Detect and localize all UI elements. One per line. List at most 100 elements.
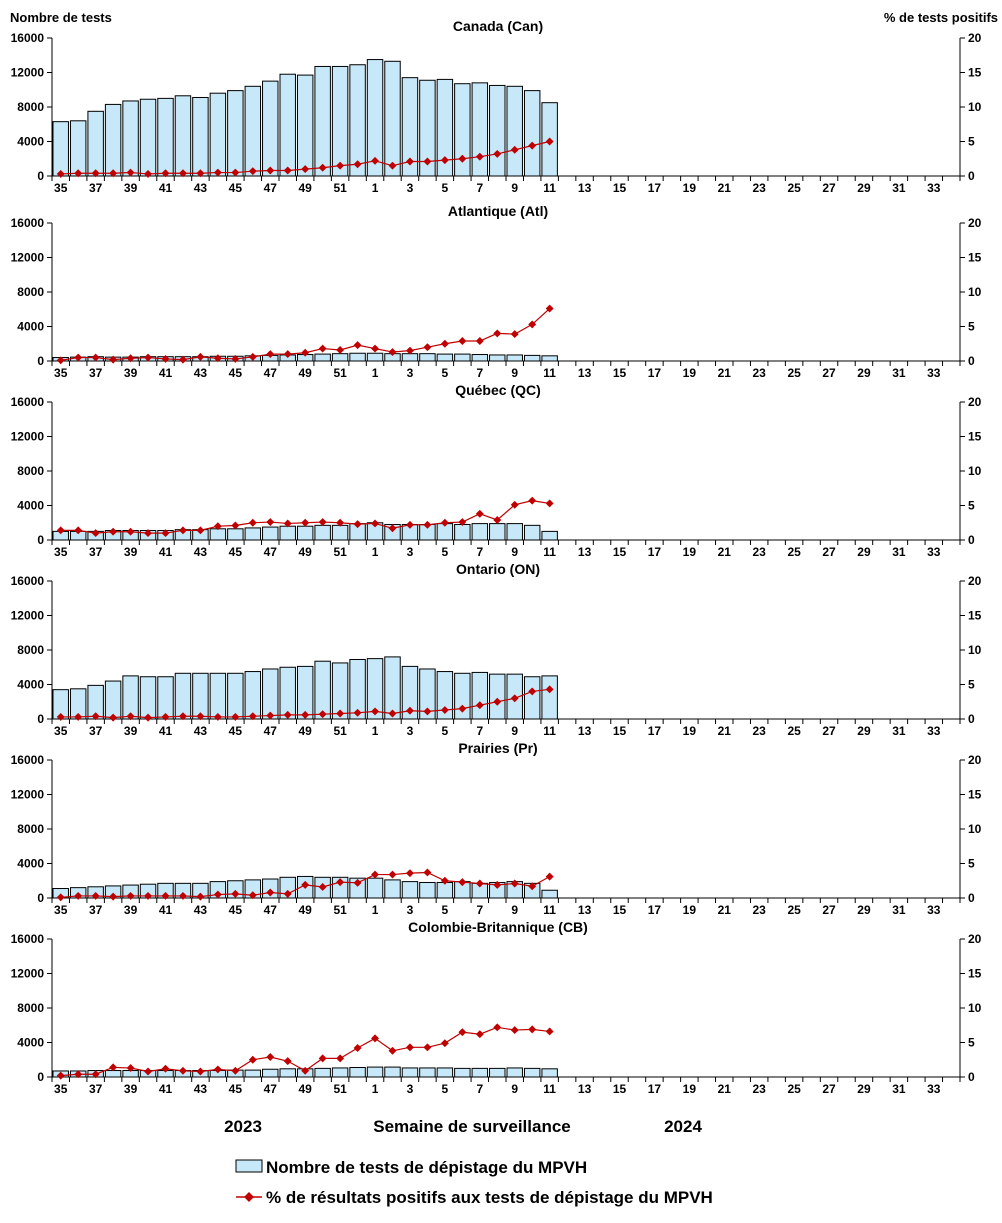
pct-point (406, 346, 414, 355)
pct-point (231, 354, 240, 363)
legend-line-marker (244, 1192, 254, 1202)
x-tick-label: 31 (892, 181, 906, 195)
x-tick-label: 9 (511, 724, 518, 738)
pct-point (545, 137, 554, 146)
y-right-tick-label: 15 (968, 66, 982, 80)
x-tick-label: 29 (857, 1082, 871, 1096)
pct-point (406, 706, 414, 715)
pct-point (458, 337, 467, 345)
y-right-tick-label: 5 (968, 499, 975, 513)
x-tick-label: 9 (511, 545, 518, 559)
x-tick-label: 33 (927, 181, 941, 195)
panel-2: Québec (QC)35 37 39 41 43 45 47 49 51 1 3 5 7 9 11 13 15… (11, 382, 982, 559)
y-left-tick-label: 0 (37, 891, 44, 905)
pct-point (91, 169, 100, 178)
x-tick-label: 35 (54, 366, 68, 380)
pct-point (248, 167, 257, 176)
y-right-tick-label: 10 (968, 1001, 982, 1015)
panel-title: Canada (Can) (453, 18, 543, 34)
x-tick-label: 43 (194, 903, 208, 917)
pct-point (56, 169, 65, 178)
x-tick-label: 41 (159, 1082, 173, 1096)
x-tick-label: 9 (511, 181, 518, 195)
footer-axis-label: Semaine de surveillance (373, 1117, 571, 1136)
x-tick-label: 23 (753, 181, 767, 195)
x-tick-label: 5 (442, 181, 449, 195)
y-right-tick-label: 5 (968, 320, 975, 334)
x-tick-label: 51 (333, 545, 347, 559)
pct-point (248, 1055, 257, 1064)
x-tick-label: 23 (753, 903, 767, 917)
x-tick-label: 51 (333, 903, 347, 917)
x-tick-label: 7 (476, 181, 483, 195)
pct-point (179, 526, 187, 535)
pct-point (475, 337, 484, 345)
bar (489, 1067, 506, 1078)
bar (174, 95, 192, 177)
pct-point (406, 157, 414, 166)
x-tick-label: 35 (54, 181, 68, 195)
pct-point (301, 165, 310, 174)
bar (209, 672, 227, 720)
pct-point (510, 330, 519, 339)
pct-point (196, 169, 205, 178)
bar (419, 353, 436, 362)
y-left-tick-label: 0 (37, 712, 44, 726)
bar (157, 676, 174, 720)
bar (331, 1067, 349, 1078)
x-tick-label: 17 (648, 366, 662, 380)
y-left-tick-label: 0 (37, 1070, 44, 1084)
x-tick-label: 45 (229, 366, 243, 380)
bar (192, 672, 209, 720)
pct-point (318, 1054, 327, 1063)
x-tick-label: 33 (927, 366, 941, 380)
pct-point (475, 879, 484, 888)
pct-point (74, 526, 83, 535)
x-tick-label: 37 (89, 1082, 103, 1096)
panel-1: Atlantique (Atl)35 37 39 41 43 45 47 49 51 1 3 5 7 9 1… (11, 203, 982, 380)
x-tick-label: 21 (718, 545, 732, 559)
pct-point (371, 156, 379, 165)
x-tick-label: 1 (372, 545, 379, 559)
x-tick-label: 19 (683, 366, 697, 380)
pct-point (458, 1028, 467, 1037)
pct-point (353, 520, 362, 529)
pct-point (388, 1046, 397, 1055)
x-tick-label: 49 (299, 181, 313, 195)
pct-point (371, 1034, 379, 1043)
x-tick-label: 5 (442, 545, 449, 559)
pct-point (56, 526, 65, 535)
y-right-tick-label: 15 (968, 788, 982, 802)
footer-year-2023: 2023 (224, 1117, 262, 1136)
panel-4: Prairies (Pr)35 37 39 41 43 45 47 49 51 1 3 5 7 9 11 13… (11, 740, 982, 917)
x-tick-label: 49 (299, 545, 313, 559)
x-tick-label: 47 (264, 903, 278, 917)
x-tick-label: 41 (159, 903, 173, 917)
bar (209, 528, 227, 541)
pct-point (179, 355, 187, 364)
x-tick-label: 33 (927, 903, 941, 917)
pct-point (388, 524, 397, 533)
x-tick-label: 11 (543, 366, 556, 380)
bar (52, 121, 69, 177)
y-right-tick-label: 10 (968, 100, 982, 114)
x-tick-label: 27 (822, 366, 836, 380)
x-tick-label: 45 (229, 545, 243, 559)
bar (139, 98, 157, 177)
bar (349, 352, 366, 362)
y-left-tick-label: 4000 (17, 1036, 44, 1050)
x-tick-label: 3 (407, 545, 414, 559)
x-tick-label: 29 (857, 181, 871, 195)
x-tick-label: 49 (299, 724, 313, 738)
pct-point (371, 344, 379, 353)
pct-point (406, 869, 414, 878)
y-left-tick-label: 16000 (11, 31, 45, 45)
x-tick-label: 41 (159, 545, 173, 559)
x-tick-label: 35 (54, 1082, 68, 1096)
x-tick-label: 29 (857, 903, 871, 917)
pct-point (388, 870, 397, 879)
pct-point (213, 168, 222, 177)
bar (87, 110, 104, 177)
pct-point (475, 1030, 484, 1039)
